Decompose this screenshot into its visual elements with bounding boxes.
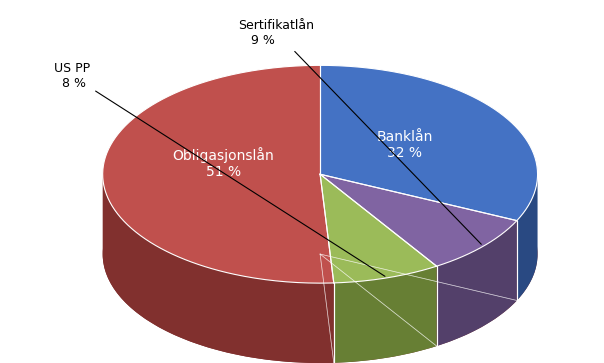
Text: Sertifikatlån
   9 %: Sertifikatlån 9 % (239, 19, 481, 244)
Polygon shape (334, 266, 437, 363)
Polygon shape (320, 174, 517, 266)
Polygon shape (517, 175, 538, 301)
Polygon shape (437, 221, 517, 346)
Text: Banklån
32 %: Banklån 32 % (376, 130, 433, 160)
Text: Obligasjonslån
51 %: Obligasjonslån 51 % (173, 147, 274, 179)
Ellipse shape (103, 145, 538, 363)
Polygon shape (103, 65, 334, 283)
Polygon shape (320, 65, 538, 221)
Polygon shape (320, 174, 437, 283)
Text: US PP
  8 %: US PP 8 % (54, 62, 385, 276)
Polygon shape (103, 175, 334, 363)
